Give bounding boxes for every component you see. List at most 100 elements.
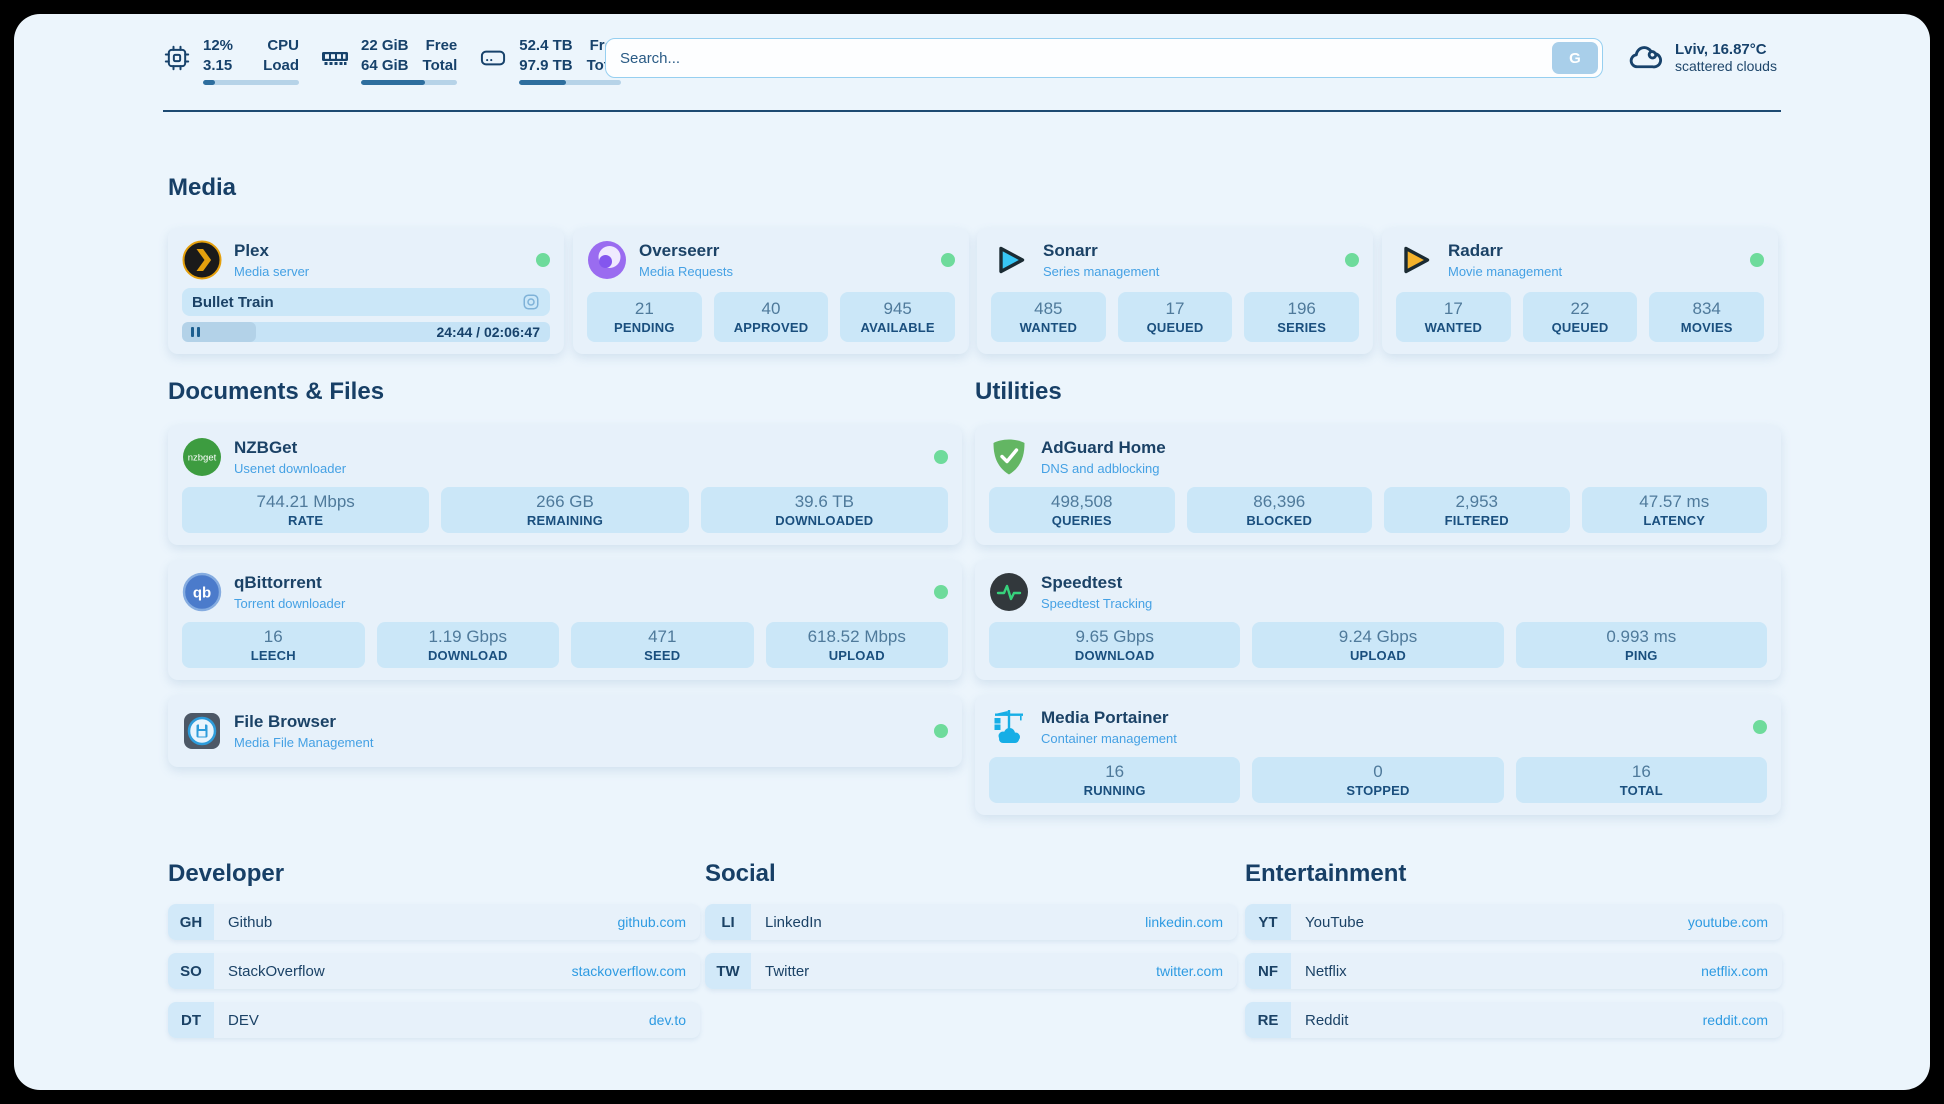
bookmark-abbrev: SO — [168, 953, 214, 989]
app-subtitle: Media server — [234, 263, 310, 279]
app-card-qbittorrent[interactable]: qb qBittorrent Torrent downloader 16 LEE… — [168, 560, 962, 680]
bookmark-twitter[interactable]: TW Twitter twitter.com — [705, 953, 1237, 989]
cpu-percent: 12% — [203, 37, 234, 54]
stat-value: 498,508 — [1051, 492, 1113, 511]
app-subtitle: DNS and adblocking — [1041, 460, 1160, 476]
app-title: Media Portainer — [1041, 708, 1169, 728]
stat-label: QUEUED — [1146, 320, 1204, 335]
app-card-filebrowser[interactable]: File Browser Media File Management — [168, 695, 962, 767]
bookmark-url: github.com — [617, 914, 686, 930]
disk-total: 97.9 TB — [519, 56, 573, 74]
stat-label: AVAILABLE — [860, 320, 935, 335]
app-card-adguard[interactable]: AdGuard Home DNS and adblocking 498,508 … — [975, 425, 1781, 545]
stat-total: 16 TOTAL — [1515, 757, 1767, 803]
bookmark-dev[interactable]: DT DEV dev.to — [168, 1002, 700, 1038]
bookmark-linkedin[interactable]: LI LinkedIn linkedin.com — [705, 904, 1237, 940]
app-card-nzbget[interactable]: nzbget NZBGet Usenet downloader 744.21 M… — [168, 425, 962, 545]
search-input[interactable] — [606, 49, 1552, 67]
header-divider — [163, 110, 1781, 112]
disk-progress — [519, 80, 622, 85]
now-playing-title: Bullet Train — [192, 293, 274, 311]
stat-label: PING — [1625, 648, 1658, 663]
stat-label: UPLOAD — [828, 648, 885, 663]
cpu-icon — [163, 44, 191, 72]
stat-label: RUNNING — [1083, 783, 1146, 798]
bookmark-reddit[interactable]: RE Reddit reddit.com — [1245, 1002, 1782, 1038]
stat-label: QUEUED — [1551, 320, 1609, 335]
app-card-plex[interactable]: Plex Media server Bullet Train 24:44 / 0… — [168, 228, 564, 354]
status-online-dot — [934, 724, 948, 738]
section-title-media: Media — [168, 174, 237, 201]
overseerr-icon — [587, 240, 627, 280]
stat-series: 196 SERIES — [1244, 292, 1360, 342]
cpu-progress — [203, 80, 299, 85]
bookmark-abbrev: YT — [1245, 904, 1291, 940]
stat-value: 471 — [648, 627, 677, 646]
search-engine-button[interactable]: G — [1552, 42, 1598, 74]
stat-movies: 834 MOVIES — [1649, 292, 1765, 342]
stat-download: 9.65 Gbps DOWNLOAD — [989, 622, 1241, 668]
stat-label: FILTERED — [1444, 513, 1509, 528]
stat-upload: 618.52 Mbps UPLOAD — [765, 622, 948, 668]
bookmark-github[interactable]: GH Github github.com — [168, 904, 700, 940]
stat-available: 945 AVAILABLE — [840, 292, 956, 342]
status-online-dot — [1753, 720, 1767, 734]
app-title: NZBGet — [234, 438, 298, 458]
portainer-icon — [989, 707, 1029, 747]
stat-latency: 47.57 ms LATENCY — [1581, 487, 1767, 533]
stat-value: 22 — [1570, 299, 1590, 318]
cpu-loadavg: 3.15 — [203, 56, 233, 74]
stat-running: 16 RUNNING — [989, 757, 1241, 803]
stat-queries: 498,508 QUERIES — [989, 487, 1175, 533]
app-card-speedtest[interactable]: Speedtest Speedtest Tracking 9.65 Gbps D… — [975, 560, 1781, 680]
disk-free: 52.4 TB — [519, 37, 573, 54]
ram-progress — [361, 80, 458, 85]
bookmark-stackoverflow[interactable]: SO StackOverflow stackoverflow.com — [168, 953, 700, 989]
svg-text:nzbget: nzbget — [188, 453, 217, 464]
app-subtitle: Series management — [1043, 263, 1160, 279]
stat-pending: 21 PENDING — [587, 292, 702, 342]
stat-upload: 9.24 Gbps UPLOAD — [1252, 622, 1504, 668]
system-metrics: 12% 3.15 CPU Load — [163, 36, 622, 85]
stat-value: 0 — [1373, 762, 1383, 781]
stat-value: 16 — [263, 627, 283, 646]
weather-location-temp: Lviv, 16.87°C — [1675, 40, 1767, 58]
cpu-label-1: CPU — [267, 37, 299, 54]
stat-filtered: 2,953 FILTERED — [1384, 487, 1570, 533]
app-subtitle: Usenet downloader — [234, 460, 347, 476]
app-card-overseerr[interactable]: Overseerr Media Requests 21 PENDING 40 A… — [573, 228, 969, 354]
stat-value: 945 — [883, 299, 912, 318]
status-online-dot — [1750, 253, 1764, 267]
app-card-portainer[interactable]: Media Portainer Container management 16 … — [975, 695, 1781, 815]
app-card-radarr[interactable]: Radarr Movie management 17 WANTED 22 QUE… — [1382, 228, 1778, 354]
playback-progress-bar[interactable]: 24:44 / 02:06:47 — [182, 322, 550, 342]
ram-label-2: Total — [422, 56, 458, 74]
ram-free: 22 GiB — [361, 37, 409, 54]
bookmark-name: DEV — [228, 1011, 259, 1029]
stat-value: 9.65 Gbps — [1075, 627, 1154, 646]
app-title: AdGuard Home — [1041, 438, 1166, 458]
bookmark-youtube[interactable]: YT YouTube youtube.com — [1245, 904, 1782, 940]
bookmark-name: Github — [228, 913, 273, 931]
app-card-sonarr[interactable]: Sonarr Series management 485 WANTED 17 Q… — [977, 228, 1373, 354]
stat-approved: 40 APPROVED — [713, 292, 829, 342]
stat-value: 47.57 ms — [1639, 492, 1710, 511]
section-title-documents: Documents & Files — [168, 378, 385, 405]
ram-label-1: Free — [425, 37, 458, 54]
ram-total: 64 GiB — [361, 56, 409, 74]
now-playing-row: Bullet Train — [182, 288, 550, 316]
bookmark-name: LinkedIn — [765, 913, 822, 931]
app-title: qBittorrent — [234, 573, 322, 593]
app-subtitle: Media Requests — [639, 263, 733, 279]
adguard-icon — [989, 437, 1029, 477]
weather-condition: scattered clouds — [1675, 57, 1777, 74]
pause-icon[interactable] — [191, 327, 200, 337]
ram-icon — [321, 44, 349, 72]
stat-queued: 17 QUEUED — [1117, 292, 1233, 342]
stat-value: 2,953 — [1455, 492, 1499, 511]
section-title-utilities: Utilities — [975, 378, 1062, 405]
status-online-dot — [1345, 253, 1359, 267]
bookmark-netflix[interactable]: NF Netflix netflix.com — [1245, 953, 1782, 989]
qbittorrent-icon: qb — [182, 572, 222, 612]
stat-label: DOWNLOAD — [427, 648, 508, 663]
